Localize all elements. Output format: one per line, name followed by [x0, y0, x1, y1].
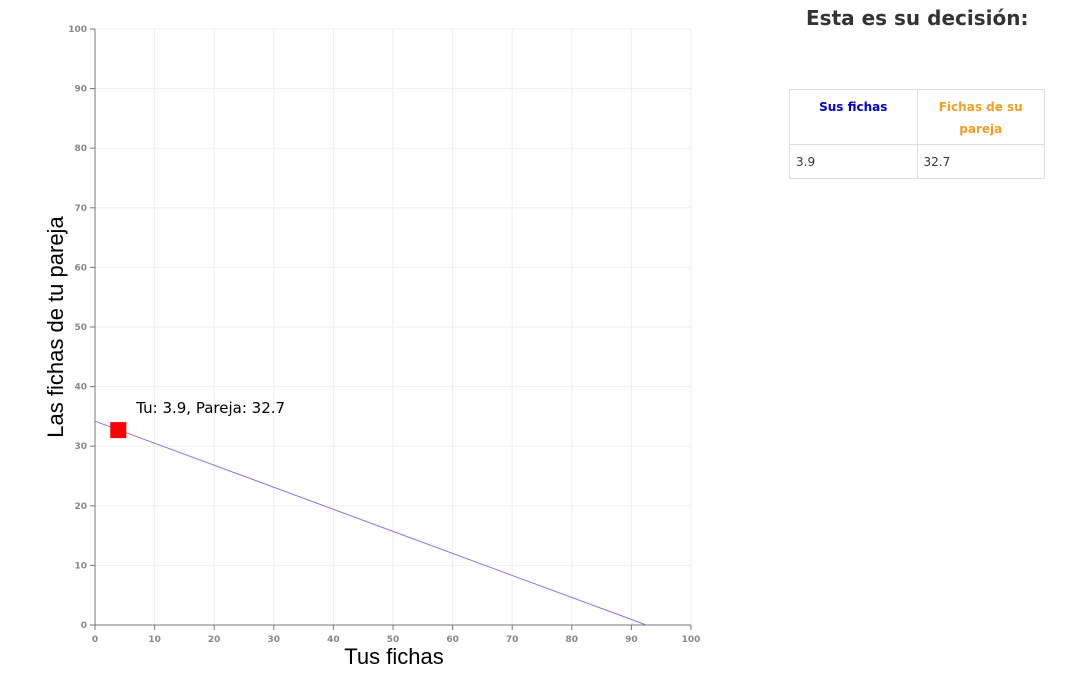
x-tick-label: 10 — [148, 635, 161, 645]
x-tick-label: 100 — [682, 635, 701, 645]
budget-line — [94, 420, 647, 626]
x-axis-title: Tus fichas — [344, 644, 443, 669]
chart[interactable]: 0 10 20 30 40 50 60 70 80 90 100 0 10 20 30 40 50 60 70 80 9… — [0, 0, 720, 676]
y-axis-title: Las fichas de tu pareja — [43, 216, 68, 438]
y-tick-label: 80 — [74, 144, 87, 154]
y-tick-label: 0 — [81, 621, 87, 631]
y-tick-label: 30 — [74, 442, 87, 452]
x-tick-label: 30 — [268, 635, 281, 645]
y-tick-label: 90 — [74, 85, 87, 95]
x-tick-label: 70 — [506, 635, 519, 645]
decision-value-row: 3.9 32.7 — [789, 144, 1045, 179]
y-tick-label: 10 — [74, 561, 87, 571]
x-tick-label: 80 — [566, 635, 579, 645]
header-own-tokens: Sus fichas — [789, 89, 918, 145]
y-tick-label: 20 — [74, 502, 87, 512]
x-tick-label: 0 — [92, 635, 98, 645]
y-tick-label: 40 — [74, 383, 87, 393]
value-own-tokens: 3.9 — [789, 144, 918, 179]
x-tick-label: 20 — [208, 635, 221, 645]
grid — [94, 28, 692, 626]
decision-title: Esta es su decisión: — [806, 6, 1029, 30]
selected-point-marker[interactable] — [110, 422, 127, 439]
decision-table: Sus fichas Fichas de su pareja 3.9 32.7 — [789, 89, 1045, 179]
x-tick-label: 40 — [327, 635, 340, 645]
y-tick-label: 100 — [68, 25, 87, 35]
y-tick-label: 60 — [74, 263, 87, 273]
header-partner-tokens: Fichas de su pareja — [916, 89, 1045, 145]
ticks: 0 10 20 30 40 50 60 70 80 90 100 0 10 20 30 40 50 60 70 80 9… — [68, 25, 700, 645]
selected-point-label: Tu: 3.9, Pareja: 32.7 — [135, 399, 285, 417]
decision-header-row: Sus fichas Fichas de su pareja — [789, 89, 1045, 145]
y-tick-label: 70 — [74, 204, 87, 214]
value-partner-tokens: 32.7 — [916, 144, 1045, 179]
x-tick-label: 50 — [387, 635, 400, 645]
x-tick-label: 60 — [446, 635, 459, 645]
y-tick-label: 50 — [74, 323, 87, 333]
x-tick-label: 90 — [625, 635, 638, 645]
